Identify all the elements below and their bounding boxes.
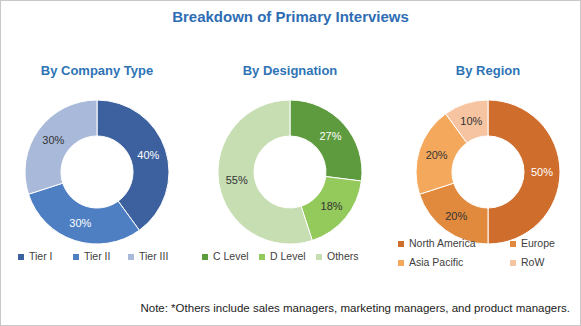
data-label: 10% (460, 114, 482, 126)
data-label: 18% (321, 200, 343, 212)
donut-chart: By Company Type40%30%30%Tier ITier IITie… (18, 63, 169, 262)
data-label: 27% (319, 130, 341, 142)
chart-title: By Designation (243, 63, 338, 78)
slice (420, 183, 488, 244)
legend: C Level D Level Others (202, 250, 359, 262)
data-label: 30% (69, 217, 91, 229)
slices (25, 100, 169, 244)
frame (1, 1, 581, 326)
slice (29, 183, 140, 244)
data-labels: 50% 20% 20% 10% (426, 114, 554, 221)
legend-label: D Level (270, 250, 306, 262)
legend-item: Europe (510, 237, 555, 249)
legend-item: D Level (259, 250, 306, 262)
data-labels: 27% 18% 55% (226, 130, 343, 212)
legend: Tier I Tier II Tier III (18, 250, 168, 262)
donut-chart: By Designation 27% 18% 55% C Level D Level Oth… (202, 63, 362, 262)
chart-title: By Company Type (41, 63, 153, 78)
legend-label: Tier II (84, 250, 110, 262)
slice (290, 100, 362, 181)
slice (301, 177, 361, 241)
legend-item: Others (316, 250, 359, 262)
legend-label: Tier I (29, 250, 53, 262)
data-label: 50% (531, 166, 553, 178)
legend-label: Others (327, 250, 359, 262)
slice (25, 100, 97, 194)
legend: North America Europe Asia Pacific RoW (398, 237, 555, 268)
legend-item: Tier III (128, 250, 168, 262)
legend-swatch (73, 254, 79, 260)
legend-item: RoW (510, 256, 544, 268)
slices (416, 100, 560, 244)
legend-label: Asia Pacific (409, 256, 463, 268)
data-label: 40% (137, 149, 159, 161)
donut-chart: By Region 50% 20% 20% 10% North America Europe… (398, 63, 560, 268)
data-label: 20% (445, 210, 467, 222)
legend-item: Asia Pacific (398, 256, 463, 268)
legend-swatch (316, 254, 322, 260)
chart-root: Breakdown of Primary Interviews Note: *Ot… (0, 0, 581, 326)
legend-item: C Level (202, 250, 249, 262)
legend-swatch (259, 254, 265, 260)
slice (446, 100, 488, 143)
legend-label: RoW (521, 256, 544, 268)
legend-swatch (202, 254, 208, 260)
legend-label: Europe (521, 237, 555, 249)
data-label: 20% (426, 149, 448, 161)
data-label: 30% (42, 134, 64, 146)
note: Note: *Others include sales managers, ma… (140, 302, 570, 314)
slice (488, 100, 560, 244)
legend-item: Tier I (18, 250, 53, 262)
main-title: Breakdown of Primary Interviews (172, 8, 409, 25)
legend-label: Tier III (139, 250, 168, 262)
legend-swatch (18, 254, 24, 260)
legend-swatch (510, 241, 516, 247)
legend-label: North America (409, 237, 476, 249)
slices (218, 100, 362, 244)
legend-label: C Level (213, 250, 249, 262)
legend-item: North America (398, 237, 476, 249)
data-label: 55% (226, 174, 248, 186)
legend-swatch (128, 254, 134, 260)
legend-item: Tier II (73, 250, 110, 262)
legend-swatch (510, 260, 516, 266)
chart-title: By Region (456, 63, 520, 78)
legend-swatch (398, 241, 404, 247)
slice (218, 100, 312, 244)
data-labels: 40% 30% 30% (42, 134, 159, 229)
legend-swatch (398, 260, 404, 266)
